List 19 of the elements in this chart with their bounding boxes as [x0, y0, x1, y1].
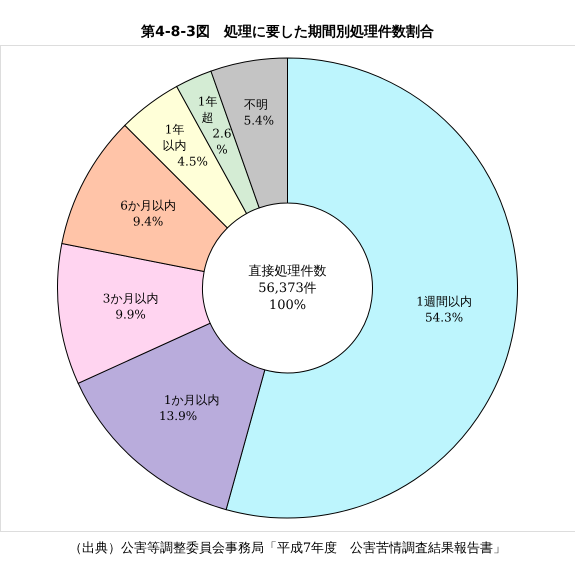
text: （出典）公害等調整委員会事務局「平成7年度 公害苦情調査結果報告書」 — [68, 540, 506, 556]
slice-label: 1か月以内 — [164, 393, 220, 408]
data-label: 54.3% — [425, 310, 464, 324]
text: 100% — [268, 298, 306, 313]
data-label: 9.4% — [132, 214, 164, 229]
chart-title: 第4-8-3図 処理に要した期間別処理件数割合 — [140, 23, 434, 40]
slice-label: 3か月以内 — [102, 291, 158, 306]
data-label: 9.9% — [115, 307, 146, 322]
data-label: 13.9% — [158, 409, 198, 424]
slice-label: 不明 — [244, 98, 268, 112]
data-label: 5.4% — [244, 114, 274, 128]
data-label: 4.5% — [177, 154, 208, 169]
slice-label: 1週間以内 — [416, 294, 472, 308]
text: 56,373件 — [258, 281, 317, 296]
slice-label: 6か月以内 — [120, 198, 176, 213]
slice-label: 1年超 — [198, 94, 218, 125]
slice-label: 1年以内 — [162, 122, 187, 153]
data-label: 2.6% — [212, 126, 232, 157]
text: 直接処理件数 — [248, 264, 326, 279]
